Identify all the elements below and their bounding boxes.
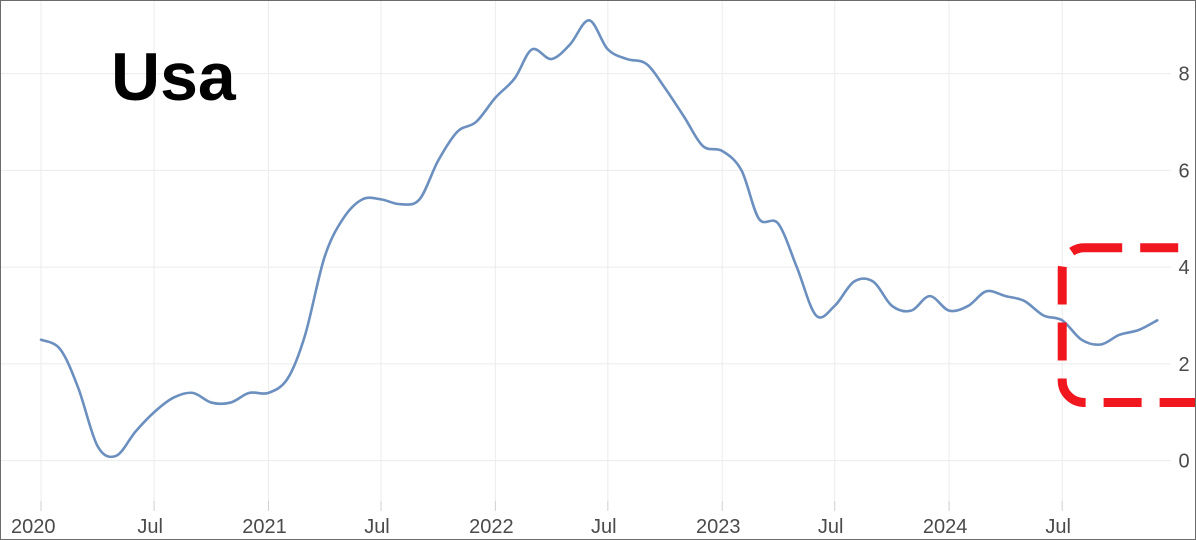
y-tick-label: 6	[1178, 160, 1189, 182]
series-line	[39, 19, 1159, 459]
x-tick-label: 2020	[11, 516, 56, 538]
y-tick-label: 8	[1178, 64, 1189, 86]
x-tick-label: 2022	[469, 516, 514, 538]
grid-lines	[1, 1, 1171, 501]
highlight-box	[1057, 243, 1195, 408]
x-tick-label: Jul	[1045, 516, 1071, 538]
x-tick-label: 2023	[696, 516, 741, 538]
y-tick-label: 0	[1178, 451, 1189, 473]
y-tick-label: 2	[1178, 354, 1189, 376]
y-tick-label: 4	[1178, 257, 1189, 279]
x-tick-label: 2024	[923, 516, 968, 538]
chart-title: Usa	[111, 39, 236, 115]
x-tick-label: Jul	[364, 516, 390, 538]
highlight-group	[1057, 243, 1195, 408]
x-tick-label: Jul	[591, 516, 617, 538]
x-axis-ticks: 2020 Jul 2021 Jul 2022 Jul 2023 Jul 2024 Jul	[11, 501, 1071, 538]
series-group	[39, 19, 1159, 459]
x-tick-label: Jul	[137, 516, 163, 538]
x-tick-label: Jul	[818, 516, 844, 538]
x-tick-label: 2021	[242, 516, 287, 538]
y-axis-ticks: 0 2 4 6 8	[1178, 64, 1189, 473]
